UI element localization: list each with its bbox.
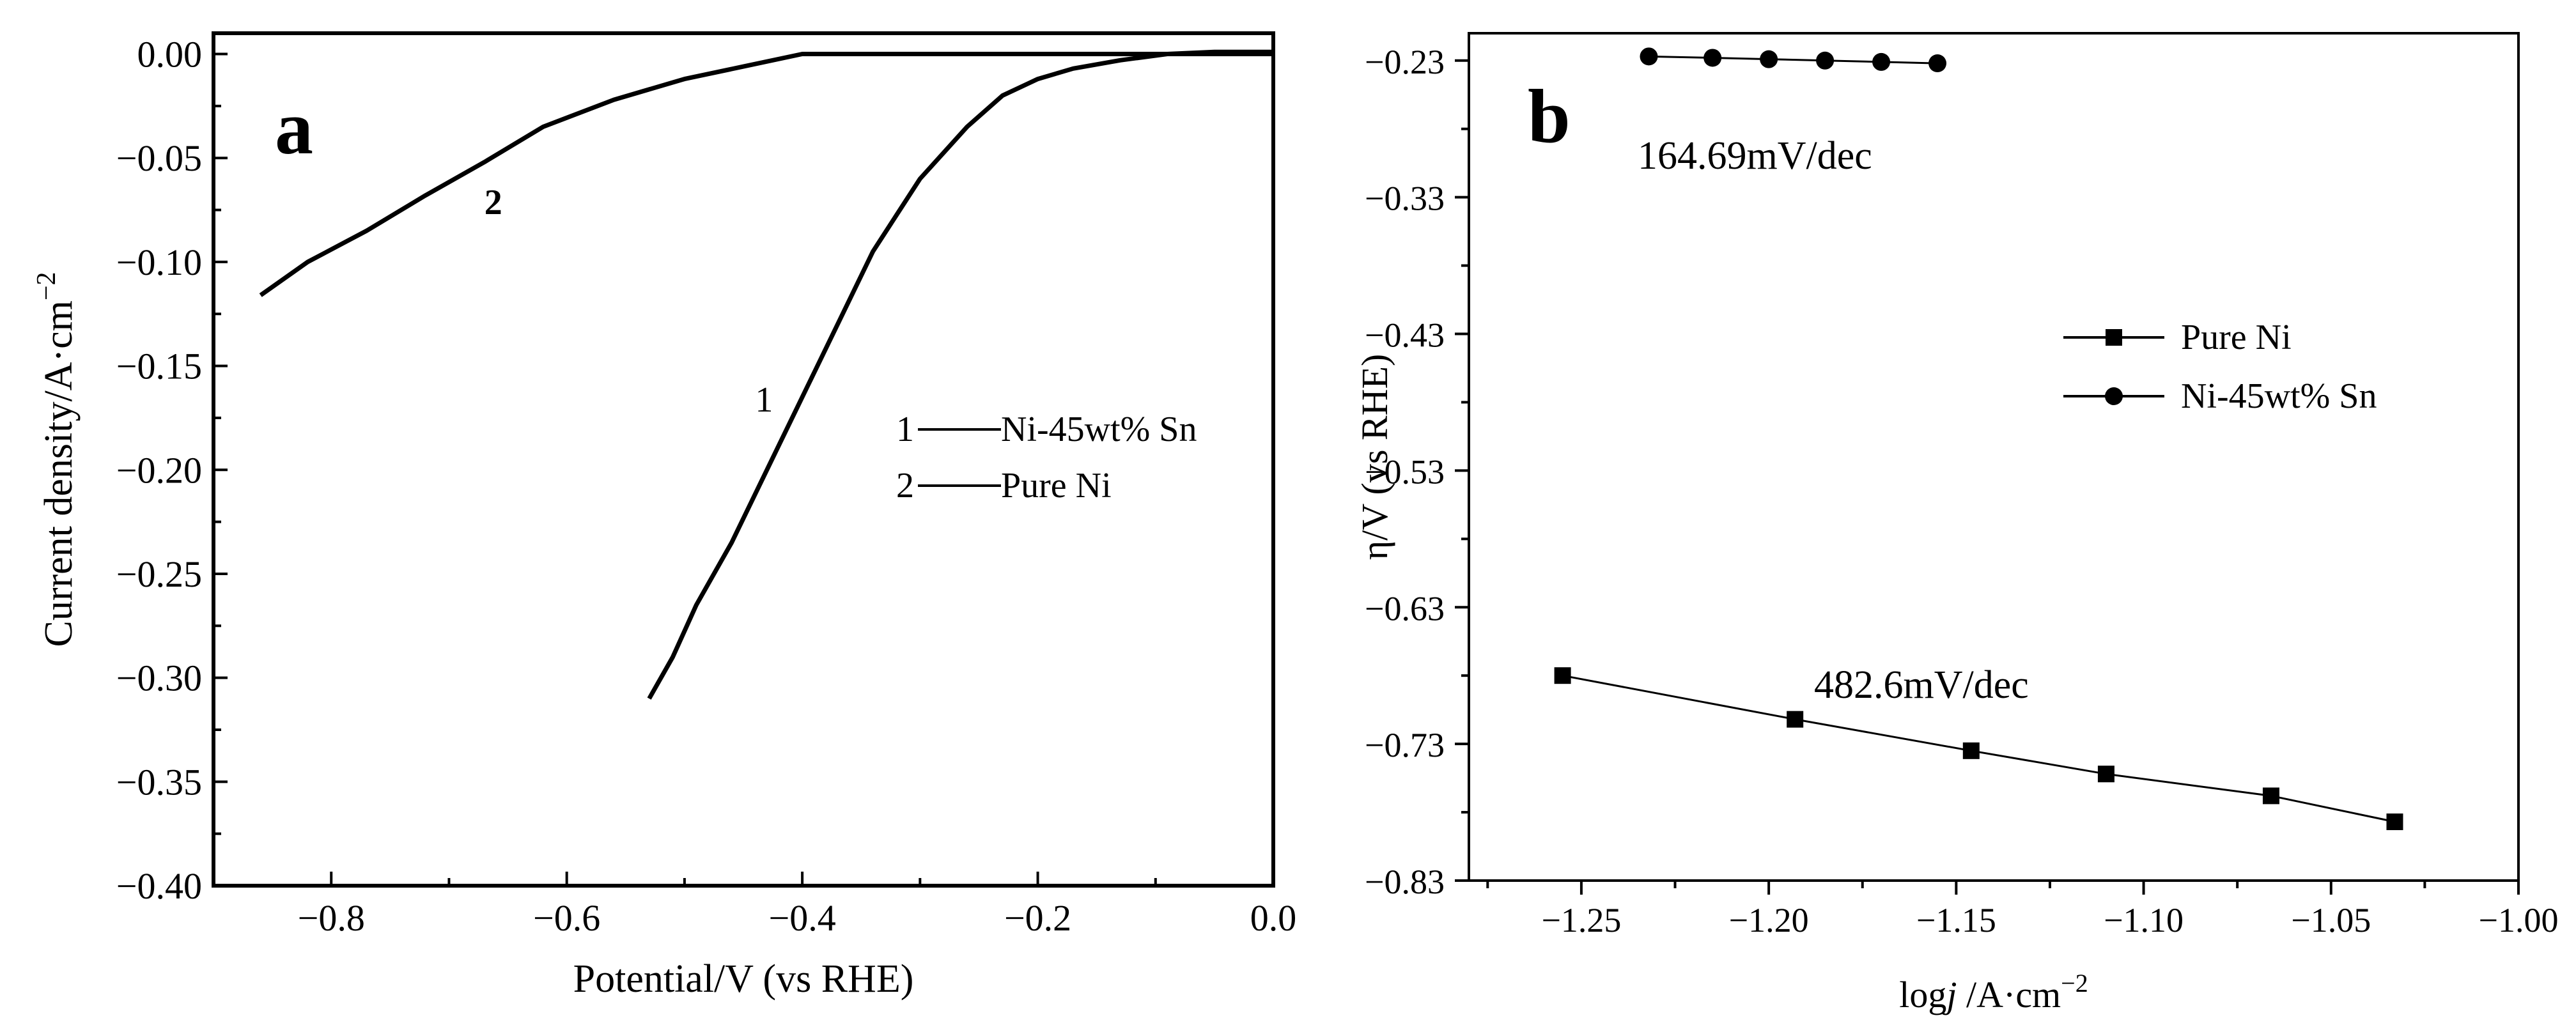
- curve-label-2: 2: [485, 183, 502, 222]
- data-point-circle: [1703, 49, 1722, 67]
- y-tick-label: −0.73: [1365, 726, 1445, 764]
- x-tick-label: −0.6: [533, 897, 600, 939]
- panel-a-ticks: −0.8 −0.6 −0.4 −0.2 0.0 0.00 −0.05 −0.10 −0.15 −0…: [116, 34, 1296, 939]
- data-point-square: [1554, 667, 1571, 684]
- y-tick-label: −0.43: [1365, 316, 1445, 355]
- panel-a-series: [259, 49, 1273, 700]
- x-tick-label: −1.10: [2104, 901, 2184, 939]
- y-tick-label: −0.25: [116, 553, 202, 595]
- slope-annotation-ni-sn: 164.69mV/dec: [1638, 134, 1872, 178]
- data-point-square: [1962, 742, 1980, 759]
- x-tick-label: −0.4: [769, 897, 836, 939]
- legend-marker-square: [2106, 329, 2122, 346]
- x-label-main: log: [1899, 974, 1946, 1015]
- y-tick-label: −0.33: [1365, 180, 1445, 218]
- panel-b-legend: Pure Ni Ni-45wt% Sn: [2063, 318, 2377, 416]
- y-tick-label: −0.53: [1365, 452, 1445, 491]
- data-point-square: [2262, 787, 2279, 805]
- curve-label-1: 1: [755, 380, 773, 420]
- panel-b-ticks: −1.25 −1.20 −1.15 −1.10 −1.05 −1.00 −0.23 −0.33…: [1365, 43, 2558, 939]
- x-tick-label: −1.15: [1916, 901, 1996, 939]
- panel-b-y-axis-label: η/V (vs RHE): [1354, 354, 1395, 560]
- panel-a-x-axis-label: Potential/V (vs RHE): [573, 957, 914, 1001]
- legend-number-1: 1: [896, 410, 914, 449]
- y-tick-label: −0.05: [116, 137, 202, 179]
- y-tick-label: −0.63: [1365, 589, 1445, 628]
- legend-label-ni-sn: Ni-45wt% Sn: [1001, 410, 1197, 449]
- x-label-rest: /A·cm: [1957, 974, 2061, 1015]
- y-tick-label: 0.00: [137, 34, 203, 75]
- y-tick-label: −0.20: [116, 449, 202, 491]
- panel-a-plot-frame: [212, 31, 1275, 888]
- data-point-circle: [1816, 51, 1835, 70]
- series-line-square: [1562, 674, 2395, 823]
- data-point-circle: [1928, 54, 1947, 73]
- legend-label-pure-ni: Pure Ni: [2181, 318, 2292, 357]
- panel-b-series: [1554, 47, 2403, 831]
- panel-a: −0.8 −0.6 −0.4 −0.2 0.0 0.00 −0.05 −0.10 −0.15 −0…: [32, 31, 1296, 1001]
- x-tick-label: −0.2: [1004, 897, 1071, 939]
- x-tick-label: 0.0: [1250, 897, 1297, 939]
- data-point-circle: [1760, 50, 1778, 68]
- data-point-circle: [1640, 47, 1658, 66]
- y-tick-label: −0.40: [116, 865, 202, 907]
- panel-a-label: a: [275, 85, 313, 170]
- x-tick-label: −1.05: [2291, 901, 2371, 939]
- panel-b: −1.25 −1.20 −1.15 −1.10 −1.05 −1.00 −0.23 −0.33…: [1354, 32, 2558, 1015]
- x-tick-label: −1.25: [1541, 901, 1621, 939]
- x-tick-label: −1.20: [1729, 901, 1809, 939]
- slope-annotation-pure-ni: 482.6mV/dec: [1814, 663, 2029, 707]
- legend-label-pure-ni: Pure Ni: [1001, 466, 1112, 505]
- panel-a-y-axis-label: Current density/A·cm−2: [32, 272, 81, 647]
- series-line-circle: [1649, 55, 1938, 65]
- data-point-circle: [1872, 52, 1891, 71]
- series-line-2: [259, 52, 1273, 297]
- y-tick-label: −0.83: [1365, 863, 1445, 901]
- legend-number-2: 2: [896, 466, 914, 505]
- y-label-main: Current density/A·cm: [37, 300, 81, 647]
- y-tick-label: −0.35: [116, 761, 202, 803]
- x-tick-label: −1.00: [2479, 901, 2559, 939]
- data-point-square: [2097, 766, 2114, 783]
- panel-a-legend: 1 Ni-45wt% Sn 2 Pure Ni: [896, 410, 1197, 505]
- y-label-superscript: −2: [32, 272, 61, 300]
- y-tick-label: −0.30: [116, 658, 202, 699]
- panel-b-x-axis-label: logj /A·cm−2: [1899, 969, 2088, 1015]
- panel-b-label: b: [1528, 73, 1571, 158]
- y-tick-label: −0.15: [116, 346, 202, 387]
- x-tick-label: −0.8: [298, 897, 365, 939]
- legend-label-ni-sn: Ni-45wt% Sn: [2181, 376, 2377, 416]
- y-tick-label: −0.10: [116, 242, 202, 283]
- x-label-superscript: −2: [2061, 969, 2088, 998]
- data-point-square: [1787, 711, 1804, 728]
- panel-b-plot-frame: [1468, 32, 2520, 882]
- legend-marker-circle: [2105, 387, 2123, 405]
- data-point-square: [2386, 813, 2403, 831]
- series-line-1: [647, 49, 1273, 700]
- y-tick-label: −0.23: [1365, 43, 1445, 81]
